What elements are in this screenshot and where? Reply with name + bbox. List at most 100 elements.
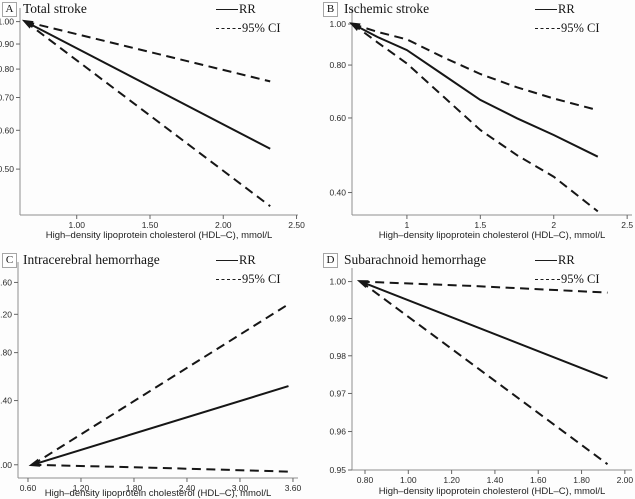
reference-arrowhead: [349, 22, 361, 31]
rr-line-swatch: [535, 9, 557, 10]
legend-ci-row: 95% CI: [535, 270, 600, 289]
rr-line-swatch: [535, 260, 557, 261]
y-tick-label: 0.80: [0, 64, 14, 74]
ci-legend-label: 95% CI: [242, 272, 281, 286]
y-tick-label: 0.60: [329, 113, 346, 123]
y-tick-label: 0.90: [0, 39, 14, 49]
x-tick-label: 2.00: [617, 475, 634, 485]
legend-rr-row: RR: [535, 0, 600, 19]
rr-legend-label: RR: [558, 2, 575, 16]
legend-ci-row: 95% CI: [216, 270, 281, 289]
ci-legend-label: 95% CI: [561, 272, 600, 286]
ci-upper-line: [360, 280, 608, 294]
ci-line-swatch: [216, 279, 241, 280]
y-tick-label: 0.99: [329, 313, 346, 323]
panel-b-title: B Ischemic stroke: [323, 1, 429, 17]
x-tick-label: 1.00: [400, 475, 417, 485]
panel-d-x-axis-label: High–density lipoprotein cholesterol (HD…: [378, 486, 606, 497]
x-tick-label: 1.80: [126, 483, 143, 493]
ci-lower-line: [360, 280, 609, 466]
reference-arrowhead: [356, 280, 369, 288]
panel-total-stroke: 1.00 0.90 0.80 0.70 0.60 0.50 1.00 1.50 2.00 2.50…: [0, 0, 320, 249]
panel-a-legend: RR 95% CI: [216, 0, 281, 38]
x-tick-label: 2: [551, 220, 556, 230]
y-tick-label: 0.50: [0, 164, 14, 174]
ci-lower-line: [352, 23, 599, 213]
reference-arrowhead: [28, 458, 41, 467]
x-tick-label: 0.60: [20, 483, 37, 493]
x-tick-label: 1.00: [68, 220, 85, 230]
legend-ci-row: 95% CI: [535, 19, 600, 38]
ci-legend-label: 95% CI: [561, 21, 600, 35]
rr-legend-label: RR: [558, 253, 575, 267]
rr-line: [32, 385, 289, 466]
panel-ischemic-stroke: 1.00 0.80 0.60 0.40 1 1.5 2 2.5 B Ischemic stro…: [320, 0, 635, 249]
legend-rr-row: RR: [216, 0, 281, 19]
rr-line: [352, 23, 599, 158]
x-tick-label: 2.50: [288, 220, 305, 230]
y-tick-label: 0.96: [329, 427, 346, 437]
x-tick-label: 1.20: [73, 483, 90, 493]
x-tick-label: 1.40: [487, 475, 504, 485]
y-tick-label: 0.40: [329, 188, 346, 198]
panel-c-plot: 2.60 2.20 1.80 1.40 1.00 0.60 1.20 1.80 2.40 3.00…: [0, 262, 302, 493]
y-tick-label: 1.00: [329, 19, 346, 29]
x-tick-label: 1.60: [530, 475, 547, 485]
panel-a-x-axis-label: High–density lipoprotein cholesterol (HD…: [45, 230, 273, 241]
y-tick-label: 0.80: [329, 60, 346, 70]
y-tick-label: 0.70: [0, 93, 14, 103]
x-tick-label: 2.5: [621, 220, 633, 230]
rr-line-swatch: [216, 9, 238, 10]
rr-legend-label: RR: [239, 253, 256, 267]
x-tick-label: 3.00: [232, 483, 249, 493]
panel-d-title: D Subarachnoid hemorrhage: [323, 252, 486, 268]
rr-line-swatch: [216, 260, 238, 261]
panel-c-title: C Intracerebral hemorrhage: [2, 252, 160, 268]
y-tick-label: 1.80: [0, 348, 12, 358]
panel-c-title-text: Intracerebral hemorrhage: [23, 252, 160, 267]
panel-d-plot: 1.00 0.99 0.98 0.97 0.96 0.95 0.80 1.00 1.20 1.40…: [329, 268, 634, 485]
panel-c-legend: RR 95% CI: [216, 251, 281, 289]
ci-legend-label: 95% CI: [242, 21, 281, 35]
rr-legend-label: RR: [239, 2, 256, 16]
y-tick-label: 2.60: [0, 277, 12, 287]
ci-lower-line: [32, 463, 289, 473]
y-tick-label: 2.20: [0, 309, 12, 319]
y-tick-label: 0.98: [329, 351, 346, 361]
x-tick-label: 0.80: [357, 475, 374, 485]
panel-intracerebral-hemorrhage: 2.60 2.20 1.80 1.40 1.00 0.60 1.20 1.80 2.40 3.00…: [0, 249, 320, 499]
ci-upper-line: [25, 20, 271, 83]
y-tick-label: 1.00: [329, 277, 346, 287]
legend-rr-row: RR: [216, 251, 281, 270]
panel-b-legend: RR 95% CI: [535, 0, 600, 38]
x-tick-label: 1: [405, 220, 410, 230]
x-tick-label: 2.40: [179, 483, 196, 493]
rr-line: [24, 20, 271, 150]
rr-line: [360, 280, 608, 380]
panel-subarachnoid-hemorrhage: 1.00 0.99 0.98 0.97 0.96 0.95 0.80 1.00 1.20 1.40…: [320, 249, 635, 499]
ci-upper-line: [31, 303, 290, 466]
panel-a-title: A Total stroke: [2, 1, 87, 17]
x-tick-label: 2.00: [215, 220, 232, 230]
panel-b-letter-box: B: [323, 1, 338, 17]
ci-line-swatch: [535, 28, 560, 29]
panel-d-legend: RR 95% CI: [535, 251, 600, 289]
x-tick-label: 3.60: [285, 483, 302, 493]
x-tick-label: 1.80: [573, 475, 590, 485]
y-tick-label: 1.00: [0, 17, 14, 27]
x-tick-label: 1.50: [142, 220, 159, 230]
y-tick-label: 0.60: [0, 125, 14, 135]
y-tick-label: 1.40: [0, 396, 12, 406]
panel-d-letter-box: D: [323, 252, 338, 268]
x-tick-label: 1.20: [443, 475, 460, 485]
reference-arrowhead: [21, 19, 34, 29]
panel-c-x-axis-label: High–density lipoprotein cholesterol (HD…: [44, 488, 272, 499]
ci-lower-line: [24, 20, 271, 207]
panel-a-plot: 1.00 0.90 0.80 0.70 0.60 0.50 1.00 1.50 2.00 2.50: [0, 8, 305, 230]
ci-upper-line: [352, 23, 599, 112]
panel-a-letter-box: A: [2, 1, 17, 17]
ci-line-swatch: [535, 279, 560, 280]
y-tick-label: 0.95: [329, 465, 346, 475]
legend-rr-row: RR: [535, 251, 600, 270]
